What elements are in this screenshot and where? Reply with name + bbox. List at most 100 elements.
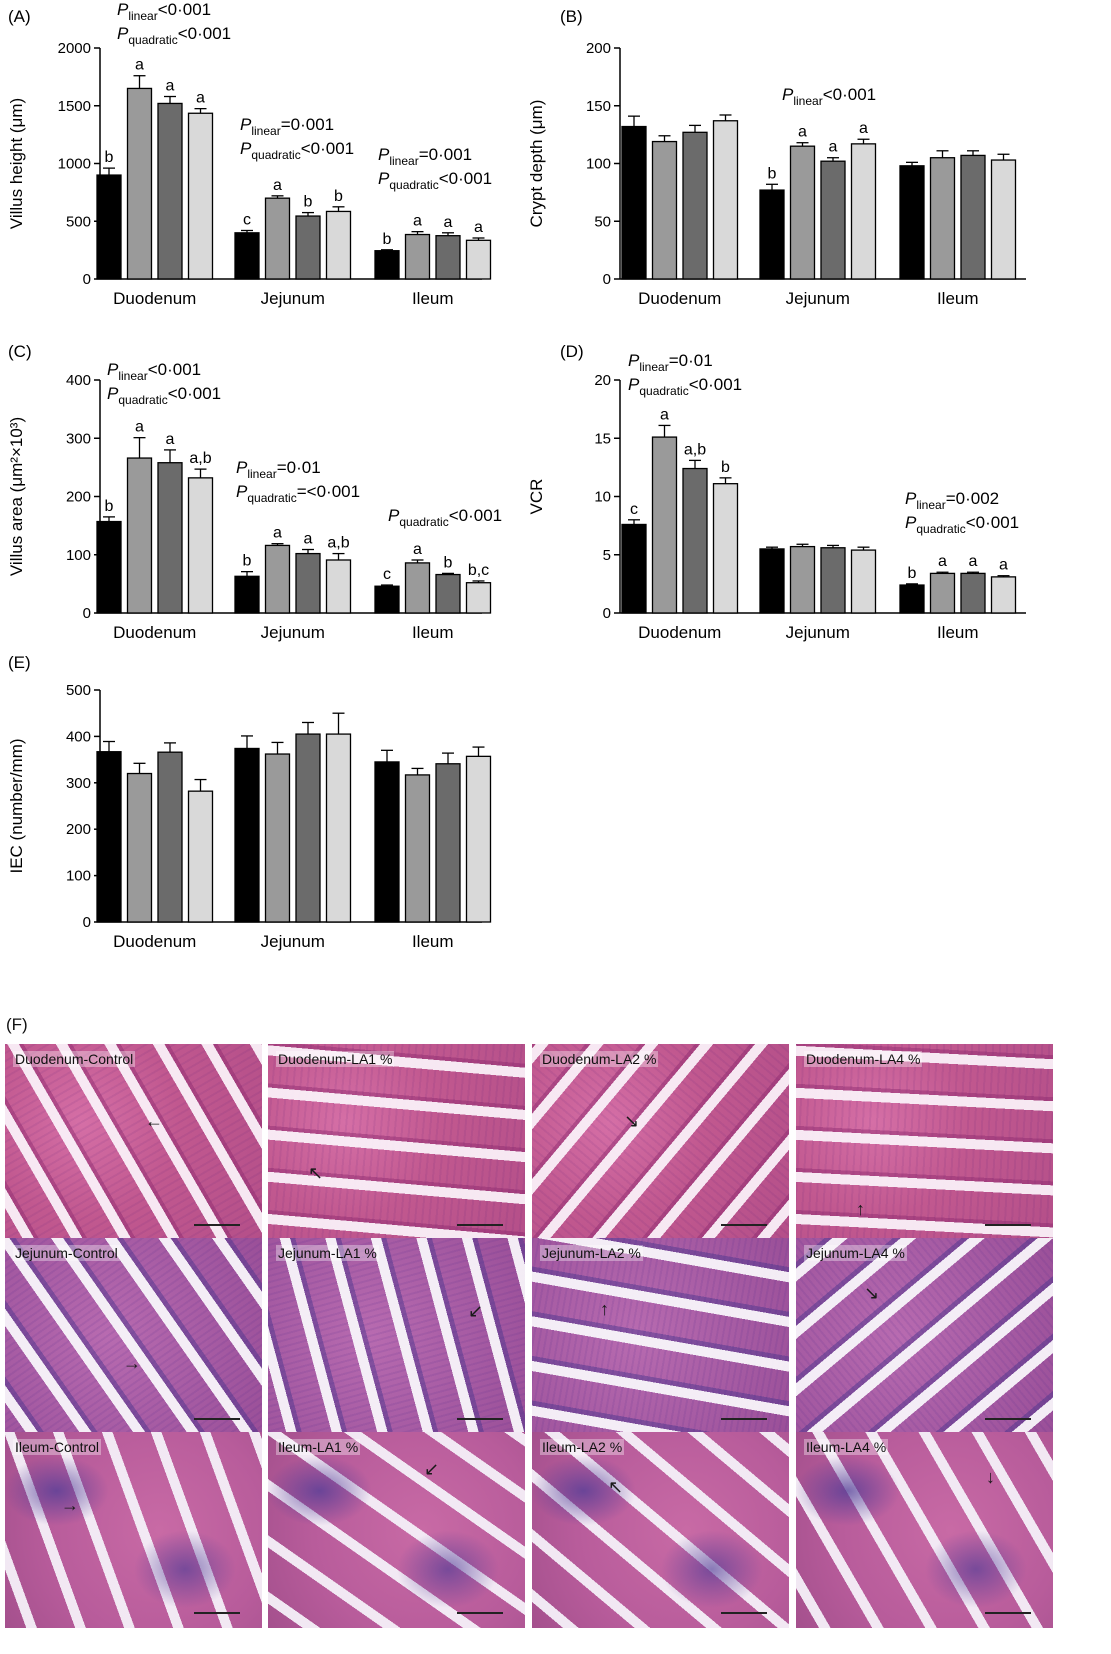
significance-letter: a	[969, 553, 978, 570]
significance-letter: b	[105, 498, 114, 515]
bar	[187, 477, 214, 614]
bar	[929, 157, 956, 280]
significance-letter: a	[135, 57, 144, 74]
significance-letter: a,b	[189, 450, 211, 467]
bar	[157, 102, 183, 280]
bar	[990, 159, 1017, 280]
y-tick-label: 0	[83, 271, 91, 288]
bar	[374, 761, 400, 923]
significance-letter: c	[630, 501, 638, 518]
panel-label: (D)	[560, 342, 584, 361]
histology-tile-label: Ileum-Control	[13, 1439, 102, 1455]
significance-letter: b	[768, 165, 777, 182]
significance-letter: a	[166, 78, 175, 95]
bar	[126, 772, 153, 923]
scale-bar	[194, 1418, 240, 1420]
histology-tile: Ileum-Control →	[5, 1432, 262, 1628]
x-category-label: Ileum	[937, 289, 979, 308]
significance-letter: b	[243, 553, 252, 570]
bar	[820, 547, 846, 614]
y-tick-label: 200	[66, 489, 91, 506]
significance-letter: c	[243, 211, 251, 228]
x-category-label: Jejunum	[261, 623, 325, 642]
y-axis-label: Villus height (μm)	[7, 98, 26, 229]
arrow-icon: ↙	[468, 1301, 484, 1321]
histology-tile: Ileum-LA4 % ↓	[796, 1432, 1053, 1628]
scale-bar	[194, 1224, 240, 1226]
panel-label: (A)	[8, 7, 31, 26]
chart-panel: (A) 0 500 1000 1500 2000 Villus height (μm) b a a…	[7, 0, 492, 308]
significance-letter: a	[273, 177, 282, 194]
histology-tile-label: Duodenum-LA1 %	[276, 1051, 395, 1067]
x-category-label: Jejunum	[786, 289, 850, 308]
scale-bar	[985, 1612, 1031, 1614]
bar	[126, 457, 153, 614]
bar	[789, 545, 816, 614]
p-value-annotation: Plinear<0·001	[782, 85, 876, 108]
x-category-label: Ileum	[412, 289, 454, 308]
p-value-annotation: Pquadratic<0·001	[240, 139, 354, 162]
histology-tile: Duodenum-LA2 % ↘	[532, 1044, 789, 1240]
significance-letter: b	[908, 565, 917, 582]
bar	[465, 582, 492, 614]
y-tick-label: 500	[66, 213, 91, 230]
histology-tile: Jejunum-LA2 % ↑	[532, 1238, 789, 1434]
arrow-icon: ←	[145, 1111, 163, 1131]
scale-bar	[194, 1612, 240, 1614]
bar	[374, 250, 400, 280]
significance-letter: a	[660, 406, 669, 423]
bar	[651, 140, 678, 280]
y-tick-label: 100	[66, 868, 91, 885]
chart-panel: (E) 0 100 200 300 400 500 IEC (number/mm) Duoden…	[7, 653, 492, 951]
y-tick-label: 400	[66, 728, 91, 745]
bar	[264, 197, 291, 280]
y-tick-label: 5	[603, 547, 611, 564]
histology-tile-label: Ileum-LA4 %	[804, 1439, 889, 1455]
chart-panel: (D) 0 5 10 15 20 VCR c a a,b b Duodenum Plinear=0·01…	[527, 342, 1026, 642]
bar	[234, 747, 260, 923]
p-value-annotation: Pquadratic=<0·001	[236, 482, 360, 505]
significance-letter: a	[135, 419, 144, 436]
bar	[187, 112, 214, 280]
histology-tile-label: Jejunum-Control	[13, 1245, 120, 1261]
bar	[899, 165, 925, 280]
p-value-annotation: Plinear<0·001	[117, 0, 211, 23]
bar	[234, 232, 260, 280]
histology-tile-label: Jejunum-LA1 %	[276, 1245, 379, 1261]
p-value-annotation: Plinear<0·001	[107, 360, 201, 383]
p-value-annotation: Pquadratic<0·001	[628, 375, 742, 398]
bar	[325, 559, 352, 614]
x-category-label: Duodenum	[113, 623, 196, 642]
y-tick-label: 0	[603, 271, 611, 288]
arrow-icon: ↑	[856, 1199, 865, 1219]
significance-letter: a	[474, 219, 483, 236]
bar	[295, 552, 321, 614]
y-tick-label: 0	[83, 605, 91, 622]
p-value-annotation: Pquadratic<0·001	[117, 24, 231, 47]
bar	[404, 233, 431, 280]
p-value-annotation: Plinear=0·01	[628, 351, 713, 374]
bar	[820, 160, 846, 280]
panel-label: (C)	[8, 342, 32, 361]
y-tick-label: 20	[594, 372, 611, 389]
scale-bar	[985, 1224, 1031, 1226]
panel-label-f: (F)	[6, 1015, 28, 1034]
arrow-icon: ↘	[624, 1111, 640, 1131]
panel-label: (B)	[560, 7, 583, 26]
bar	[404, 774, 431, 923]
bar	[325, 733, 352, 923]
significance-letter: b	[334, 188, 343, 205]
arrow-icon: ↖	[308, 1163, 324, 1183]
bar	[712, 483, 739, 614]
y-tick-label: 100	[66, 547, 91, 564]
y-tick-label: 1500	[58, 98, 91, 115]
bar	[850, 143, 877, 280]
arrow-icon: ↙	[424, 1459, 440, 1479]
x-category-label: Jejunum	[786, 623, 850, 642]
histology-tile: Duodenum-LA1 % ↖	[268, 1044, 525, 1240]
histology-tile-label: Duodenum-LA4 %	[804, 1051, 923, 1067]
bar	[404, 562, 431, 614]
p-value-annotation: Plinear=0·001	[378, 145, 472, 168]
significance-letter: a	[413, 213, 422, 230]
